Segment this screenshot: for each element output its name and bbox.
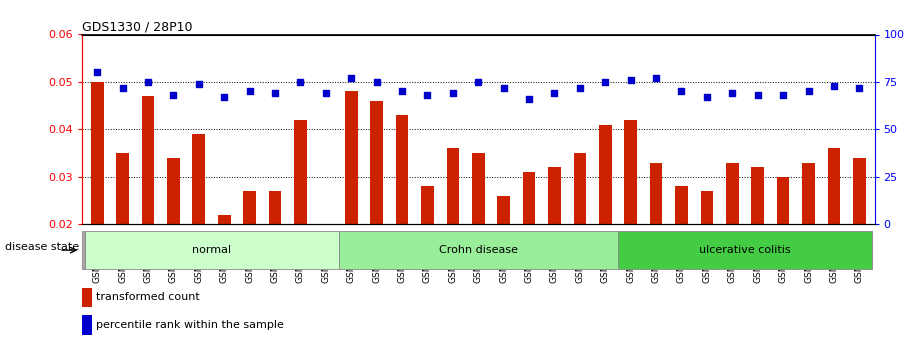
Bar [218, 215, 230, 224]
Bar [701, 191, 713, 224]
Point [700, 94, 714, 100]
Text: normal: normal [192, 245, 231, 255]
Point [471, 79, 486, 85]
Point [394, 89, 409, 94]
Bar [395, 115, 408, 224]
Point [674, 89, 689, 94]
Bar [82, 231, 85, 269]
Text: transformed count: transformed count [97, 293, 200, 303]
Point [166, 92, 180, 98]
Bar [294, 120, 307, 224]
Bar [192, 134, 205, 224]
Bar [82, 287, 92, 307]
Bar [675, 186, 688, 224]
Point [548, 90, 562, 96]
Bar [624, 120, 637, 224]
Point [90, 70, 105, 75]
Bar [618, 231, 872, 269]
Bar [117, 153, 129, 224]
Bar [752, 167, 764, 224]
Bar [243, 191, 256, 224]
Bar [726, 162, 739, 224]
Bar [82, 315, 92, 335]
Text: percentile rank within the sample: percentile rank within the sample [97, 321, 284, 331]
Bar [548, 167, 561, 224]
Point [496, 85, 511, 90]
Point [522, 96, 537, 102]
Bar [446, 148, 459, 224]
Bar [472, 153, 485, 224]
Point [268, 90, 282, 96]
Point [826, 83, 841, 89]
Point [217, 94, 231, 100]
Bar [853, 158, 865, 224]
Bar [827, 148, 840, 224]
Bar [167, 158, 179, 224]
Text: GDS1330 / 28P10: GDS1330 / 28P10 [82, 20, 192, 33]
Bar [650, 162, 662, 224]
Bar [370, 101, 383, 224]
Bar [345, 91, 358, 224]
Point [852, 85, 866, 90]
Bar [599, 125, 611, 224]
Point [344, 76, 359, 81]
Text: Crohn disease: Crohn disease [439, 245, 517, 255]
Bar [777, 177, 790, 224]
Bar [91, 82, 104, 224]
Point [776, 92, 791, 98]
Point [319, 90, 333, 96]
Point [725, 90, 740, 96]
Bar [339, 231, 618, 269]
Point [369, 79, 384, 85]
Text: ulcerative colitis: ulcerative colitis [700, 245, 791, 255]
Bar [523, 172, 536, 224]
Bar [803, 162, 814, 224]
Bar [85, 231, 339, 269]
Bar [421, 186, 434, 224]
Point [293, 79, 308, 85]
Point [191, 81, 206, 87]
Point [623, 77, 638, 83]
Text: disease state: disease state [5, 242, 78, 252]
Bar [574, 153, 587, 224]
Point [420, 92, 435, 98]
Point [598, 79, 612, 85]
Bar [269, 191, 281, 224]
Point [751, 92, 765, 98]
Point [445, 90, 460, 96]
Point [116, 85, 130, 90]
Point [140, 79, 155, 85]
Point [802, 89, 816, 94]
Point [649, 76, 663, 81]
Point [242, 89, 257, 94]
Bar [497, 196, 510, 224]
Bar [142, 96, 154, 224]
Point [573, 85, 588, 90]
